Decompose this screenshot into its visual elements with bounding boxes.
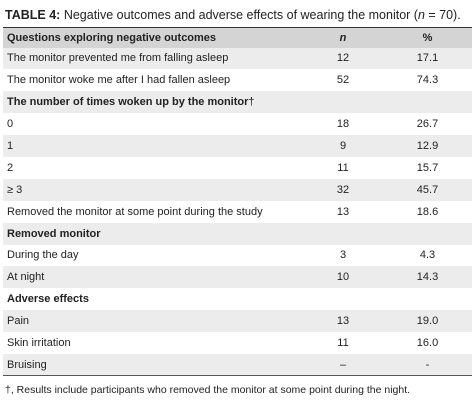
table-title: TABLE 4: Negative outcomes and adverse e… <box>5 8 461 22</box>
percent-cell: 12.9 <box>383 135 472 157</box>
n-cell: 10 <box>303 266 383 289</box>
row-label: During the day <box>7 249 79 262</box>
n-cell: 13 <box>336 205 350 218</box>
n-cell: 32 <box>303 178 383 201</box>
section-cell: The number of times woken up by the moni… <box>3 91 472 114</box>
table-row: Skin irritation 11 16.0 <box>3 332 472 354</box>
n-cell: 11 <box>337 161 349 174</box>
row-label: At night <box>3 266 303 289</box>
n-cell: 52 <box>336 74 350 87</box>
percent-cell: 19.0 <box>383 310 472 333</box>
title-label: TABLE 4: <box>5 8 61 22</box>
table-row: The monitor woke me after I had fallen a… <box>3 69 472 91</box>
table-row: At night 10 14.3 <box>3 266 472 289</box>
table-row: Bruising – - <box>3 353 472 376</box>
row-label: Bruising <box>3 353 303 376</box>
percent-cell: 4.3 <box>419 249 436 262</box>
n-cell: 9 <box>303 135 383 157</box>
title-text: Negative outcomes and adverse effects of… <box>63 8 418 22</box>
title-italic: n <box>417 8 425 22</box>
row-label: ≥ 3 <box>3 178 303 201</box>
table-row: During the day 3 4.3 <box>3 245 472 267</box>
percent-cell: 74.3 <box>416 74 439 87</box>
data-table: Questions exploring negative outcomes n … <box>3 27 472 377</box>
row-label: Removed the monitor at some point during… <box>7 205 263 218</box>
table-body: The monitor prevented me from falling as… <box>3 47 472 376</box>
footnote-mark: † <box>248 96 255 109</box>
column-header: n <box>303 27 383 48</box>
table-row: The number of times woken up by the moni… <box>3 91 472 114</box>
table-row: ≥ 3 32 45.7 <box>3 178 472 201</box>
percent-cell: 45.7 <box>383 178 472 201</box>
row-label: The monitor woke me after I had fallen a… <box>7 74 231 87</box>
row-label: Pain <box>3 310 303 333</box>
n-cell: 11 <box>337 337 349 350</box>
title-end: = 70). <box>424 8 461 22</box>
section-label: Adverse effects <box>7 293 89 306</box>
percent-cell: 17.1 <box>383 47 472 70</box>
header-row: Questions exploring negative outcomes n … <box>3 27 472 48</box>
row-label: Skin irritation <box>7 337 71 350</box>
row-label: 2 <box>7 161 14 174</box>
table-row: Adverse effects <box>3 288 472 310</box>
section-label: The number of times woken up by the moni… <box>7 96 249 109</box>
row-label: 0 <box>7 118 14 131</box>
row-label: 1 <box>3 135 303 157</box>
percent-cell: - <box>383 353 472 376</box>
column-header: Questions exploring negative outcomes <box>3 27 303 48</box>
column-header-text: n <box>339 31 347 44</box>
footnote: †, Results include participants who remo… <box>5 384 411 396</box>
table-row: 2 11 15.7 <box>3 157 472 179</box>
section-cell: Removed monitor <box>3 222 472 245</box>
table-row: The monitor prevented me from falling as… <box>3 47 472 70</box>
n-cell: 18 <box>336 118 350 131</box>
section-label: Removed monitor <box>7 227 101 240</box>
percent-cell: 15.7 <box>416 161 439 174</box>
percent-cell: 26.7 <box>416 118 439 131</box>
percent-cell: 18.6 <box>416 205 439 218</box>
percent-cell: 16.0 <box>416 337 439 350</box>
table-row: Removed monitor <box>3 222 472 245</box>
table-row: Removed the monitor at some point during… <box>3 201 472 223</box>
n-cell: 3 <box>339 249 347 262</box>
percent-cell: 14.3 <box>383 266 472 289</box>
table-row: 0 18 26.7 <box>3 113 472 135</box>
table-row: Pain 13 19.0 <box>3 310 472 333</box>
n-cell: 12 <box>303 47 383 70</box>
n-cell: 13 <box>303 310 383 333</box>
n-cell: – <box>303 353 383 376</box>
row-label: The monitor prevented me from falling as… <box>3 47 303 70</box>
column-header: % <box>383 27 472 48</box>
table-row: 1 9 12.9 <box>3 135 472 157</box>
section-cell: Adverse effects <box>3 288 472 310</box>
